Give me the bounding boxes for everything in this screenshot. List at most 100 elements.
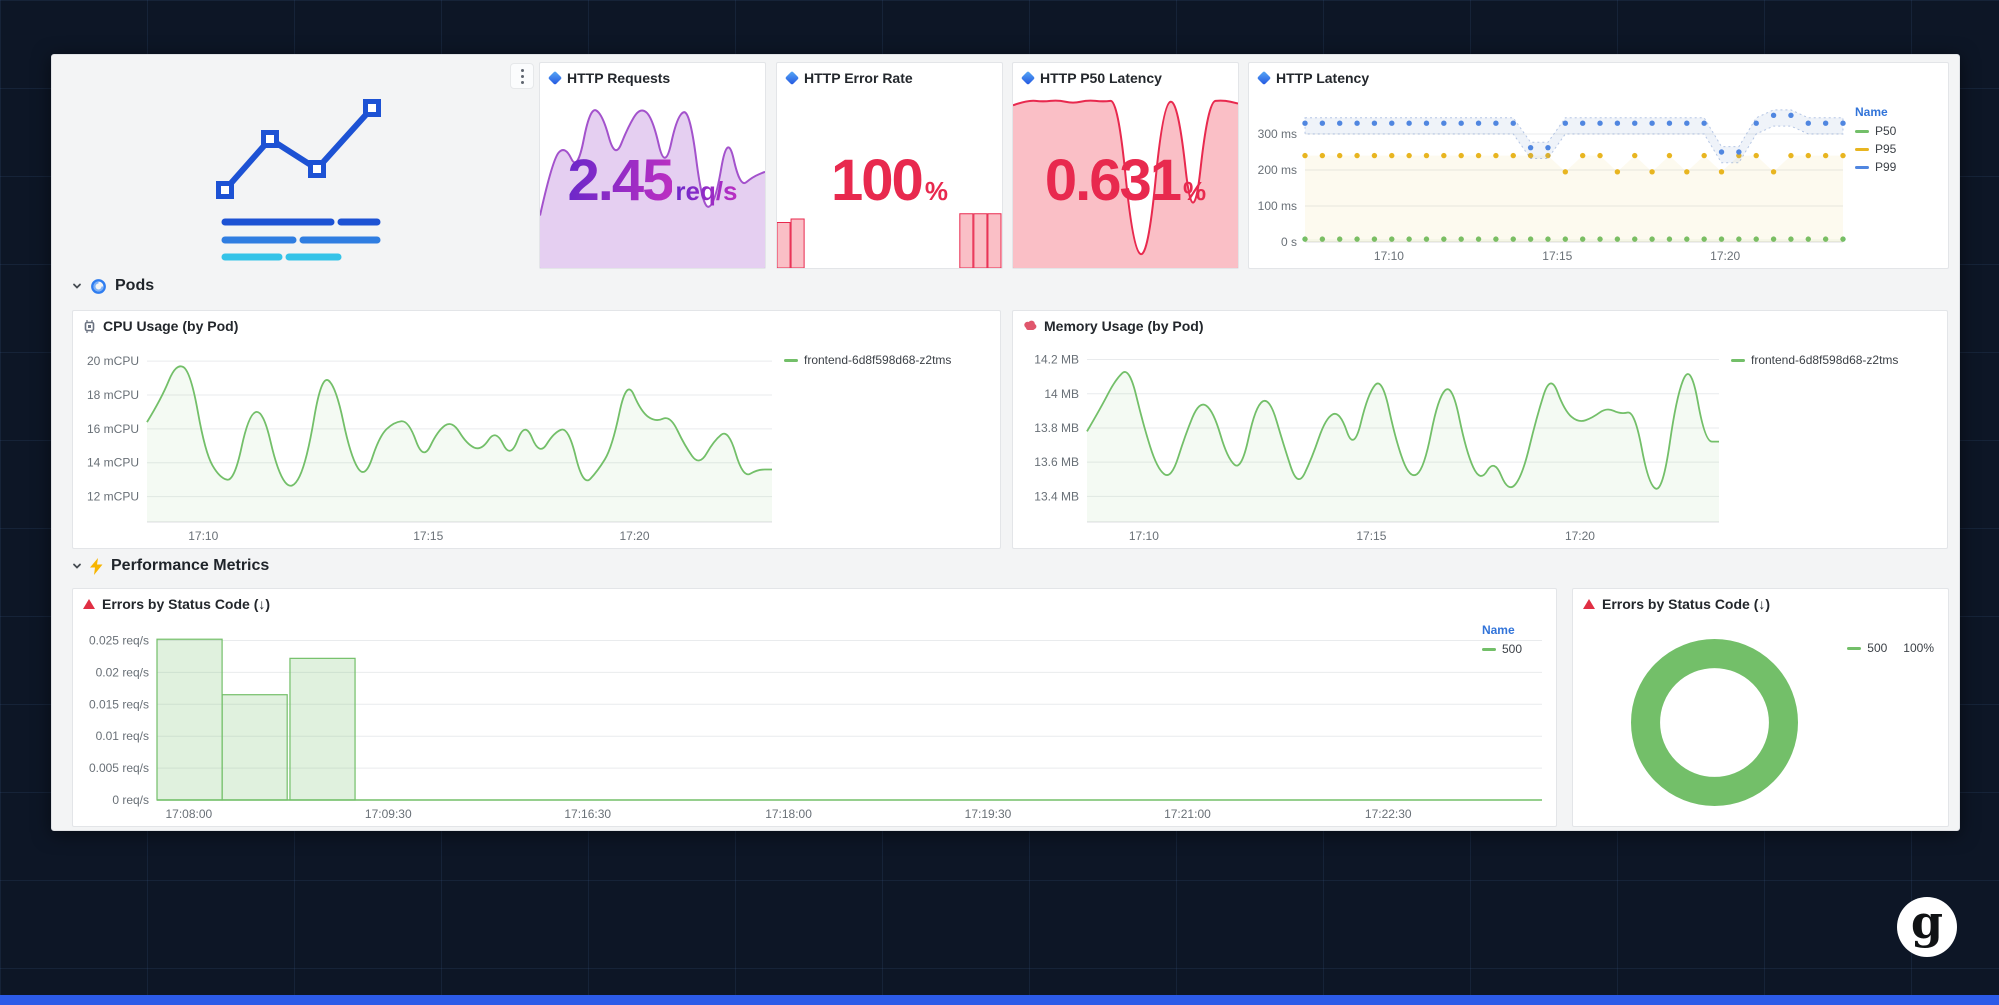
diamond-icon (1256, 70, 1272, 86)
panel-title: Memory Usage (by Pod) (1044, 318, 1204, 334)
panel-title: HTTP Latency (1276, 70, 1370, 86)
panel-title: Errors by Status Code (↓) (1602, 596, 1771, 612)
panel-title: HTTP P50 Latency (1040, 70, 1162, 86)
logo-badge[interactable]: g (1897, 895, 1957, 957)
kebab-dot (520, 74, 524, 78)
svg-text:17:15: 17:15 (1542, 249, 1572, 263)
diamond-icon (547, 70, 563, 86)
errors-donut-chart[interactable] (1629, 637, 1800, 808)
cpu-usage-legend: frontend-6d8f598d68-z2tms (782, 341, 1000, 548)
svg-text:17:20: 17:20 (1710, 249, 1740, 263)
svg-text:17:16:30: 17:16:30 (564, 807, 611, 821)
legend-item-p95[interactable]: P95 (1855, 142, 1942, 156)
section-header-performance-metrics[interactable]: Performance Metrics (72, 557, 269, 575)
kebab-dot (520, 68, 524, 72)
http-requests-sparkline (540, 93, 765, 268)
svg-text:17:22:30: 17:22:30 (1365, 807, 1412, 821)
svg-text:300 ms: 300 ms (1258, 127, 1297, 141)
chevron-down-icon (73, 283, 81, 289)
svg-text:13.6 MB: 13.6 MB (1034, 455, 1079, 469)
svg-text:17:10: 17:10 (188, 529, 218, 543)
diamond-icon (1020, 70, 1036, 86)
dashboard-card: HTTP Requests 2.45 req/s HTTP Error Rate… (51, 54, 1960, 831)
legend-dash (1855, 147, 1869, 151)
legend-item-p50[interactable]: P50 (1855, 124, 1942, 138)
svg-text:16 mCPU: 16 mCPU (87, 422, 139, 436)
analytics-logo (210, 91, 400, 266)
svg-text:17:20: 17:20 (619, 529, 649, 543)
svg-text:12 mCPU: 12 mCPU (87, 490, 139, 504)
svg-text:0.01 req/s: 0.01 req/s (96, 729, 149, 743)
errors-bars-chart[interactable]: 0 req/s 0.005 req/s 0.01 req/s 0.015 req/s 0… (73, 619, 1556, 826)
warning-triangle-icon (1583, 599, 1595, 609)
panel-title: Errors by Status Code (↓) (102, 596, 271, 612)
svg-text:17:10: 17:10 (1129, 529, 1159, 543)
legend-item-500[interactable]: 500 100% (1847, 641, 1934, 655)
panel-http-requests: HTTP Requests 2.45 req/s (539, 62, 766, 269)
legend-dash (1731, 358, 1745, 362)
panel-header-cpu-usage[interactable]: CPU Usage (by Pod) (73, 311, 1000, 341)
svg-text:100 ms: 100 ms (1258, 199, 1297, 213)
panel-header-errors-donut[interactable]: Errors by Status Code (↓) (1573, 589, 1948, 619)
warning-triangle-icon (83, 599, 95, 609)
panel-http-latency: HTTP Latency 0 s 100 ms 200 ms 300 ms 17:10 1… (1248, 62, 1949, 269)
svg-text:17:19:30: 17:19:30 (965, 807, 1012, 821)
svg-text:0.015 req/s: 0.015 req/s (89, 697, 149, 711)
legend-item-p99[interactable]: P99 (1855, 160, 1942, 174)
panel-http-error-rate: HTTP Error Rate 100 % (776, 62, 1003, 269)
svg-text:0.025 req/s: 0.025 req/s (89, 633, 149, 647)
panel-menu-button[interactable] (510, 63, 534, 89)
panel-errors-by-status-bars: Errors by Status Code (↓) 0 req/s 0.005 r… (72, 588, 1557, 827)
svg-text:0 req/s: 0 req/s (112, 793, 149, 807)
cpu-usage-chart[interactable]: 12 mCPU 14 mCPU 16 mCPU 18 mCPU 20 mCPU 17:10… (73, 341, 782, 548)
http-error-rate-sparkline (777, 93, 1002, 268)
legend-dash (784, 358, 798, 362)
panel-cpu-usage: CPU Usage (by Pod) 12 mCPU 14 mCPU 16 mCPU… (72, 310, 1001, 549)
section-header-pods[interactable]: Pods (72, 277, 154, 295)
svg-text:17:09:30: 17:09:30 (365, 807, 412, 821)
svg-text:20 mCPU: 20 mCPU (87, 354, 139, 368)
legend-title: Name (1855, 105, 1888, 119)
legend-dash (1847, 646, 1862, 650)
analytics-logo-drawing (216, 99, 381, 261)
chevron-down-icon (73, 563, 81, 569)
legend-item-500[interactable]: 500 (1481, 642, 1522, 656)
legend-value: 100% (1903, 641, 1934, 655)
panel-header-http-p50-latency[interactable]: HTTP P50 Latency (1013, 63, 1238, 93)
panel-header-memory-usage[interactable]: Memory Usage (by Pod) (1013, 311, 1947, 341)
svg-text:17:21:00: 17:21:00 (1164, 807, 1211, 821)
panel-errors-by-status-donut: Errors by Status Code (↓) 500 100% (1572, 588, 1949, 827)
legend-title: Name (1481, 623, 1515, 637)
panel-header-errors-bars[interactable]: Errors by Status Code (↓) (73, 589, 1556, 619)
legend-dash (1855, 165, 1869, 169)
legend-item-frontend[interactable]: frontend-6d8f598d68-z2tms (784, 353, 994, 367)
section-label: Pods (115, 277, 155, 294)
svg-text:17:08:00: 17:08:00 (165, 807, 212, 821)
svg-text:17:10: 17:10 (1374, 249, 1404, 263)
svg-text:200 ms: 200 ms (1258, 163, 1297, 177)
legend-item-frontend[interactable]: frontend-6d8f598d68-z2tms (1731, 353, 1941, 367)
svg-text:18 mCPU: 18 mCPU (87, 388, 139, 402)
logo-letter: g (1910, 895, 1944, 949)
memory-icon (1024, 320, 1037, 330)
lightning-icon (90, 557, 103, 575)
panel-http-p50-latency: HTTP P50 Latency 0.631 % (1012, 62, 1239, 269)
legend-dash (1855, 129, 1869, 133)
cpu-icon (84, 319, 95, 333)
panel-title: HTTP Requests (567, 70, 671, 86)
panel-title: CPU Usage (by Pod) (103, 318, 239, 334)
panel-header-http-latency[interactable]: HTTP Latency (1249, 63, 1948, 93)
panel-header-http-requests[interactable]: HTTP Requests (540, 63, 765, 93)
svg-text:17:15: 17:15 (1356, 529, 1386, 543)
svg-text:13.4 MB: 13.4 MB (1034, 489, 1079, 503)
panel-memory-usage: Memory Usage (by Pod) 13.4 MB 13.6 MB 13.8… (1012, 310, 1948, 549)
svg-text:17:15: 17:15 (413, 529, 443, 543)
svg-text:17:20: 17:20 (1565, 529, 1595, 543)
http-latency-chart[interactable]: 0 s 100 ms 200 ms 300 ms 17:10 17:15 17:20 (1249, 93, 1853, 268)
memory-usage-chart[interactable]: 13.4 MB 13.6 MB 13.8 MB 14 MB 14.2 MB 17:10 17… (1013, 341, 1729, 548)
panel-header-http-error-rate[interactable]: HTTP Error Rate (777, 63, 1002, 93)
svg-text:14.2 MB: 14.2 MB (1034, 353, 1079, 367)
diamond-icon (784, 70, 800, 86)
errors-bars-legend: Name 500 (1481, 623, 1522, 660)
pods-icon (91, 278, 106, 294)
